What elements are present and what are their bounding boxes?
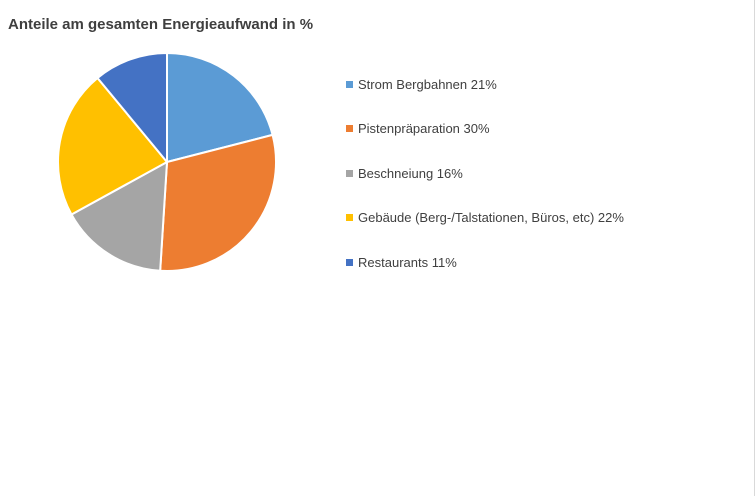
- legend-label: Strom Bergbahnen 21%: [358, 76, 497, 92]
- pie-slice-2: [159, 133, 277, 272]
- legend-label: Restaurants 11%: [358, 254, 457, 270]
- pie-slice-5: [96, 51, 168, 165]
- legend-item-3: Beschneiung 16%: [346, 151, 624, 196]
- pie-chart: [57, 51, 277, 272]
- pie-slice-1: [166, 51, 274, 164]
- legend-swatch: [346, 258, 353, 266]
- legend-label: Gebäude (Berg-/Talstationen, Büros, etc)…: [358, 210, 624, 226]
- legend-label: Pistenpräparation 30%: [358, 121, 490, 137]
- legend-swatch: [346, 125, 353, 133]
- legend-item-4: Gebäude (Berg-/Talstationen, Büros, etc)…: [346, 196, 624, 241]
- legend-label: Beschneiung 16%: [358, 165, 463, 181]
- legend-swatch: [346, 169, 353, 177]
- chart-title: Anteile am gesamten Energieaufwand in %: [8, 16, 314, 33]
- chart-legend: Strom Bergbahnen 21% Pistenpräparation 30…: [346, 62, 624, 285]
- legend-swatch: [346, 80, 353, 88]
- legend-item-5: Restaurants 11%: [346, 240, 624, 285]
- pie-slice-3: [70, 160, 169, 272]
- legend-item-2: Pistenpräparation 30%: [346, 107, 624, 152]
- legend-swatch: [346, 214, 353, 222]
- pie-slice-4: [57, 76, 169, 216]
- legend-item-1: Strom Bergbahnen 21%: [346, 62, 624, 107]
